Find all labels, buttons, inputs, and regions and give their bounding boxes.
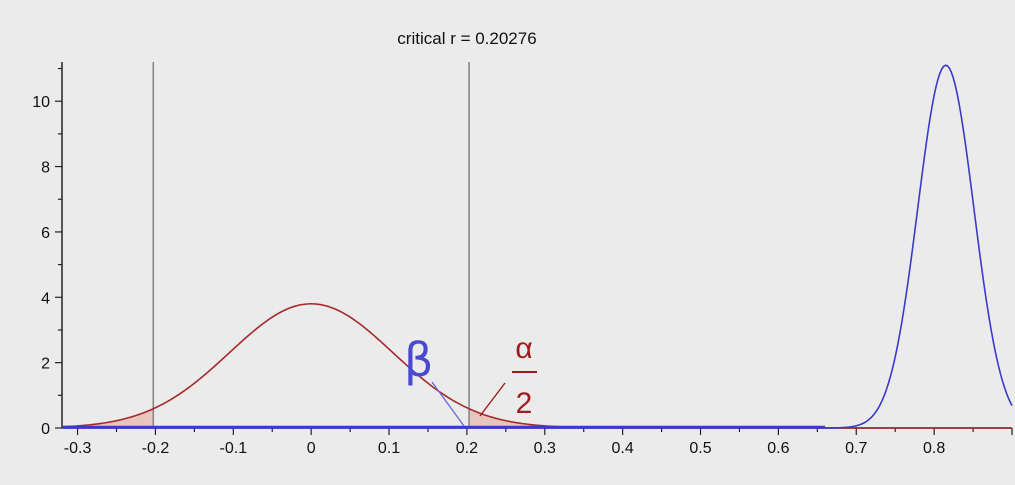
x-tick-label: 0.2	[456, 440, 478, 457]
alternative-distribution-curve	[62, 64, 1013, 429]
x-tick-label: 0.5	[689, 440, 711, 457]
y-tick-label: 10	[32, 94, 50, 111]
chart-title: critical r = 0.20276	[397, 29, 536, 48]
x-tick-label: -0.1	[220, 440, 248, 457]
x-tick-label: 0.4	[612, 440, 634, 457]
y-tick-label: 0	[41, 421, 50, 438]
x-tick-label: 0	[307, 440, 316, 457]
y-tick-label: 4	[41, 290, 50, 307]
alpha-denominator: 2	[516, 387, 533, 420]
alpha-numerator: α	[515, 332, 532, 365]
x-tick-label: 0.8	[923, 440, 945, 457]
x-tick-label: 0.1	[378, 440, 400, 457]
y-tick-label: 2	[41, 356, 50, 373]
y-tick-label: 8	[41, 160, 50, 177]
x-tick-label: -0.3	[64, 440, 92, 457]
alpha-half-region-right	[469, 408, 545, 428]
x-tick-label: 0.7	[845, 440, 867, 457]
x-tick-label: 0.3	[534, 440, 556, 457]
beta-label: β	[404, 333, 433, 387]
y-tick-label: 6	[41, 225, 50, 242]
x-tick-label: 0.6	[767, 440, 789, 457]
alpha-half-region-left	[62, 408, 154, 428]
alpha-pointer	[479, 382, 506, 417]
null-distribution-curve	[61, 303, 1012, 429]
beta-pointer	[431, 381, 465, 427]
x-tick-label: -0.2	[142, 440, 170, 457]
